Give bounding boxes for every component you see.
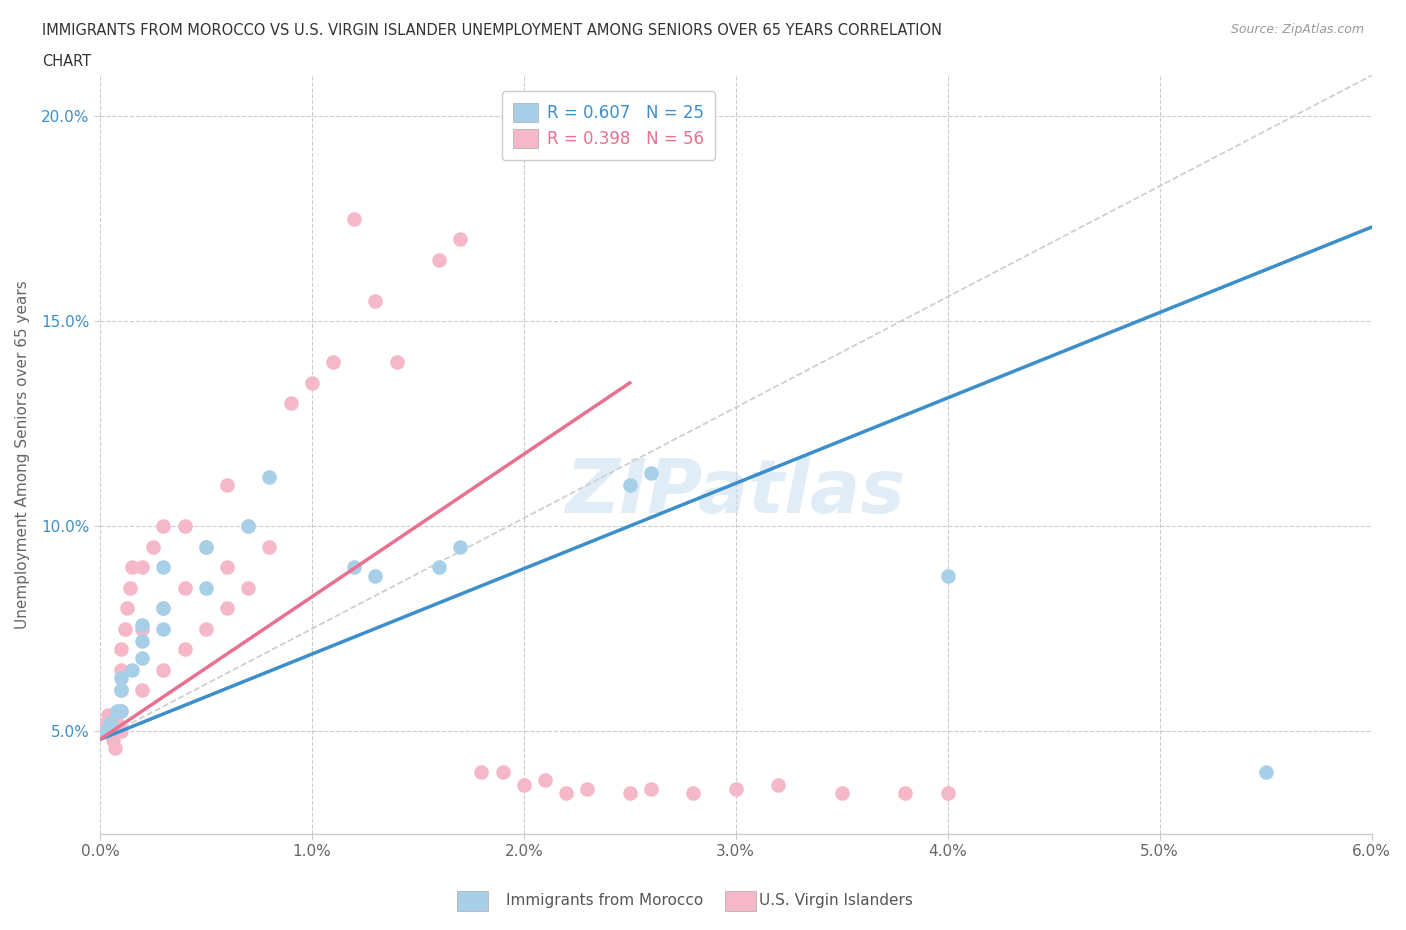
Point [238, 519, 260, 534]
Point [152, 601, 174, 616]
Point [427, 560, 450, 575]
Point [259, 470, 281, 485]
Point [427, 252, 450, 267]
Text: Source: ZipAtlas.com: Source: ZipAtlas.com [1230, 23, 1364, 36]
Point [343, 211, 366, 226]
Point [215, 601, 238, 616]
Point [364, 294, 387, 309]
Point [491, 764, 513, 779]
Point [110, 683, 132, 698]
Legend: R = 0.607   N = 25, R = 0.398   N = 56: R = 0.607 N = 25, R = 0.398 N = 56 [502, 91, 716, 160]
Point [100, 724, 122, 738]
Y-axis label: Unemployment Among Seniors over 65 years: Unemployment Among Seniors over 65 years [15, 280, 30, 629]
Point [1254, 764, 1277, 779]
Point [101, 732, 124, 747]
Text: CHART: CHART [42, 54, 91, 69]
Point [936, 785, 959, 800]
Point [121, 662, 143, 677]
Point [110, 703, 132, 718]
Text: U.S. Virgin Islanders: U.S. Virgin Islanders [759, 893, 912, 908]
Point [449, 232, 471, 246]
Text: IMMIGRANTS FROM MOROCCO VS U.S. VIRGIN ISLANDER UNEMPLOYMENT AMONG SENIORS OVER : IMMIGRANTS FROM MOROCCO VS U.S. VIRGIN I… [42, 23, 942, 38]
Point [96, 716, 118, 731]
Point [173, 642, 195, 657]
Point [173, 580, 195, 595]
Point [152, 662, 174, 677]
Point [104, 740, 127, 755]
Point [110, 724, 132, 738]
Point [110, 642, 132, 657]
Point [96, 724, 118, 738]
Point [470, 764, 492, 779]
Point [322, 355, 344, 370]
Point [152, 519, 174, 534]
Point [194, 539, 217, 554]
Point [238, 519, 260, 534]
Point [131, 683, 153, 698]
Point [105, 703, 128, 718]
Point [105, 716, 128, 731]
Point [194, 580, 217, 595]
Point [259, 539, 281, 554]
Point [534, 773, 557, 788]
Point [576, 781, 599, 796]
Point [301, 376, 323, 391]
Point [215, 478, 238, 493]
Point [131, 633, 153, 648]
Point [449, 539, 471, 554]
Point [131, 621, 153, 636]
Point [385, 355, 408, 370]
Point [364, 568, 387, 583]
Point [110, 671, 132, 685]
Point [97, 708, 120, 723]
Point [724, 781, 747, 796]
Point [280, 396, 302, 411]
Point [343, 560, 366, 575]
Point [894, 785, 917, 800]
Point [215, 560, 238, 575]
Point [93, 724, 115, 738]
Point [152, 621, 174, 636]
Point [131, 560, 153, 575]
Point [131, 650, 153, 665]
Point [831, 785, 853, 800]
Point [173, 519, 195, 534]
Point [131, 618, 153, 632]
Point [555, 785, 578, 800]
Point [238, 580, 260, 595]
Point [640, 466, 662, 481]
Point [117, 601, 139, 616]
Point [619, 785, 641, 800]
Point [194, 539, 217, 554]
Point [110, 703, 132, 718]
Point [114, 621, 136, 636]
Point [110, 683, 132, 698]
Point [121, 560, 143, 575]
Point [936, 568, 959, 583]
Text: Immigrants from Morocco: Immigrants from Morocco [506, 893, 703, 908]
Point [152, 560, 174, 575]
Point [766, 777, 789, 792]
Point [194, 621, 217, 636]
Point [118, 580, 141, 595]
Point [619, 478, 641, 493]
Point [513, 777, 536, 792]
Point [142, 539, 165, 554]
Point [640, 781, 662, 796]
Point [100, 716, 122, 731]
Point [682, 785, 704, 800]
Point [152, 601, 174, 616]
Text: ZIPatlas: ZIPatlas [565, 456, 905, 529]
Point [110, 662, 132, 677]
